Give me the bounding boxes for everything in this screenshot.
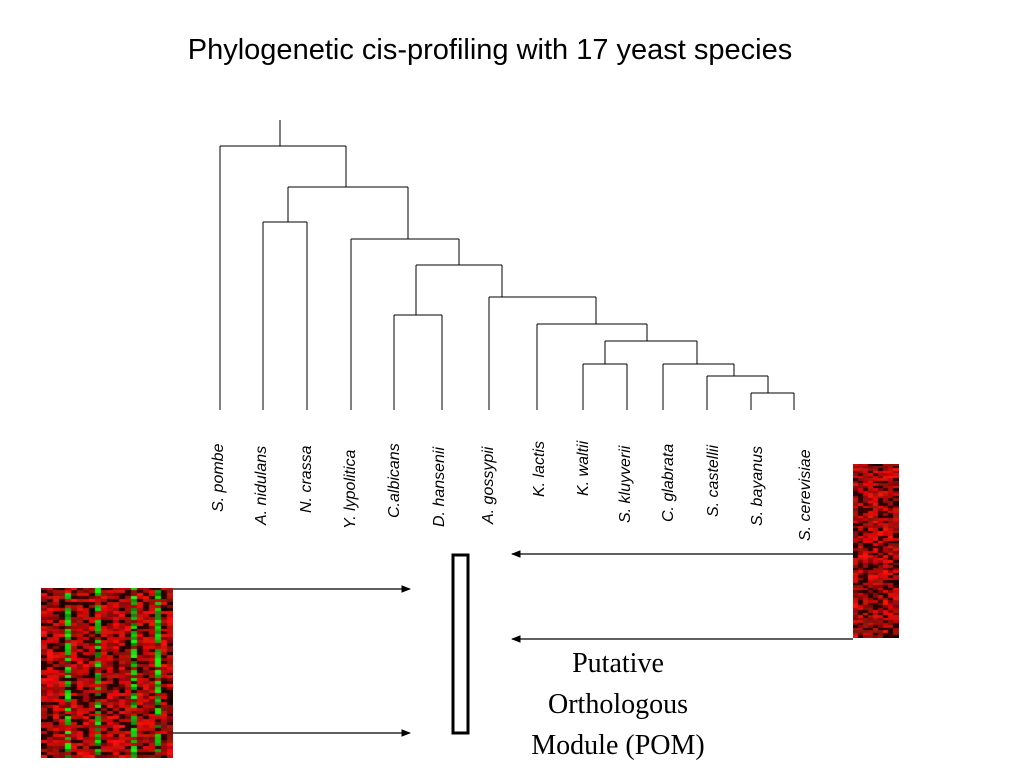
species-label-d-hansenii: D. hansenii — [431, 446, 448, 527]
species-label-c-albicans: C.albicans — [386, 443, 403, 518]
species-label-a-gossypii: A. gossypii — [480, 446, 497, 524]
species-label-s-bayanus: S. bayanus — [749, 445, 766, 526]
species-label-s-kluyverii: S. kluyverii — [617, 445, 634, 523]
species-label-k-lactis: K. lactis — [531, 440, 548, 497]
species-label-k-waltii: K. waltii — [575, 440, 592, 496]
species-label-c-glabrata: C. glabrata — [660, 443, 677, 522]
pom-box — [451, 553, 470, 735]
pom-label: Putative Orthologous Module (POM) — [498, 643, 738, 766]
species-label-y-lypolitica: Y. lypolitica — [342, 449, 359, 529]
species-label-s-pombe: S. pombe — [210, 443, 227, 512]
pom-label-line-1: Putative — [572, 648, 664, 679]
page-title: Phylogenetic cis-profiling with 17 yeast… — [187, 34, 793, 66]
expression-heatmap-left — [41, 588, 173, 758]
expression-heatmap-right — [853, 464, 899, 638]
species-label-n-crassa: N. crassa — [298, 445, 315, 513]
species-label-s-castellii: S. castellii — [705, 444, 722, 517]
species-label-s-cerevisiae: S. cerevisiae — [797, 449, 814, 541]
species-label-a-nidulans: A. nidulans — [253, 445, 270, 525]
pom-label-line-2: Orthologous — [548, 689, 688, 720]
pom-label-line-3: Module (POM) — [531, 730, 705, 761]
